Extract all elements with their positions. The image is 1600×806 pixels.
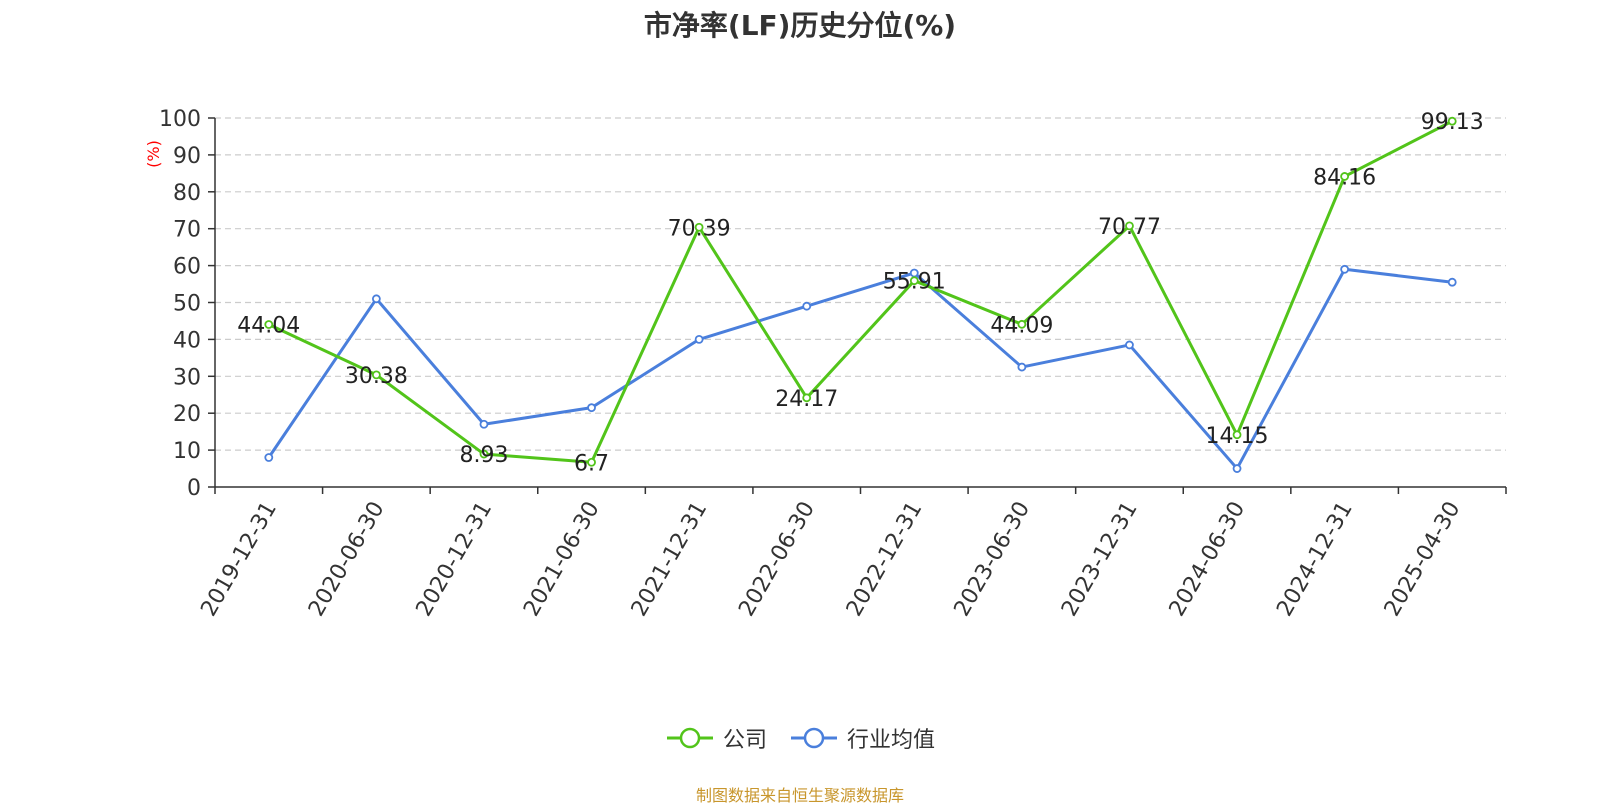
data-label: 6.7	[574, 451, 609, 476]
data-label: 70.39	[668, 216, 731, 241]
series-line-1	[267, 267, 1453, 471]
x-tick-label: 2024-06-30	[1165, 498, 1251, 621]
data-label: 84.16	[1313, 165, 1376, 190]
legend-swatch-icon	[791, 727, 837, 749]
data-label: 99.13	[1421, 110, 1484, 135]
data-point	[1125, 221, 1134, 231]
data-point	[802, 393, 812, 403]
data-point	[371, 294, 381, 304]
chart-title: 市净率(LF)历史分位(%)	[643, 9, 957, 42]
legend-item-0[interactable]: 公司	[665, 722, 767, 754]
series-lines	[267, 119, 1453, 471]
data-point	[1447, 116, 1457, 126]
x-tick-label: 2023-12-31	[1057, 498, 1143, 621]
source-note: 制图数据来自恒生聚源数据库	[695, 786, 904, 805]
x-tick-label: 2020-12-31	[412, 498, 498, 621]
y-tick-label: 30	[173, 365, 201, 390]
data-label: 70.77	[1098, 215, 1161, 240]
chart-plot: 0 10 20 30 40 50 60 70 80 90 100 (%) 2019-12-31 2020-…	[144, 107, 1507, 621]
data-point	[802, 301, 812, 311]
legend-item-1[interactable]: 行业均值	[789, 722, 935, 754]
data-point	[1017, 319, 1027, 329]
y-tick-label: 0	[187, 476, 201, 501]
x-tick-label: 2021-06-30	[519, 498, 605, 621]
series-line-0	[268, 119, 1453, 464]
data-point	[1232, 464, 1242, 473]
data-point	[1017, 362, 1027, 372]
data-point	[587, 457, 596, 467]
y-tick-label: 40	[173, 328, 201, 353]
data-label: 30.38	[345, 364, 408, 389]
legend-label: 公司	[722, 728, 767, 753]
x-tick-label: 2020-06-30	[304, 498, 390, 621]
data-point	[694, 222, 704, 232]
y-tick-label: 10	[173, 439, 201, 464]
data-point	[1125, 340, 1134, 350]
y-tick-label: 70	[173, 218, 201, 243]
data-points	[264, 116, 1457, 473]
data-point	[1447, 277, 1457, 287]
data-point	[264, 320, 274, 329]
data-point	[909, 276, 919, 286]
x-tick-label: 2024-12-31	[1272, 498, 1358, 621]
data-point	[694, 334, 704, 344]
legend: 公司 行业均值	[0, 722, 1600, 754]
y-tick-label: 50	[173, 292, 201, 317]
data-label: 44.04	[237, 313, 300, 338]
data-point	[1340, 264, 1350, 274]
data-label: 24.17	[775, 387, 838, 412]
data-label: 44.09	[990, 313, 1053, 338]
y-axis-label: (%)	[144, 140, 163, 168]
grid-lines	[215, 117, 1506, 451]
data-point	[587, 403, 596, 413]
data-point	[479, 449, 489, 459]
y-tick-label: 80	[173, 181, 201, 206]
x-tick-label: 2021-12-31	[627, 498, 713, 621]
data-label: 55.91	[883, 270, 946, 295]
data-point	[371, 370, 381, 380]
data-label: 8.93	[459, 443, 508, 468]
legend-swatch-icon	[666, 727, 713, 749]
y-tick-label: 20	[173, 402, 201, 427]
x-tick-label: 2023-06-30	[949, 498, 1035, 621]
data-point	[479, 419, 489, 429]
x-tick-label: 2022-12-31	[842, 498, 928, 621]
data-point	[264, 453, 274, 462]
data-label: 14.15	[1206, 424, 1269, 449]
x-tick-label: 2019-12-31	[196, 498, 282, 621]
data-point	[1340, 172, 1350, 181]
data-labels: 44.04 30.38 8.93 6.7 70.39 24.17 55.91 44.09 70.…	[237, 110, 1483, 476]
y-tick-label: 90	[173, 144, 201, 169]
x-tick-label: 2022-06-30	[734, 498, 820, 621]
y-tick-label: 100	[159, 107, 201, 132]
x-tick-label: 2025-04-30	[1380, 498, 1466, 621]
y-tick-label: 60	[173, 255, 201, 280]
data-point	[1232, 430, 1242, 440]
legend-label: 行业均值	[847, 728, 936, 753]
